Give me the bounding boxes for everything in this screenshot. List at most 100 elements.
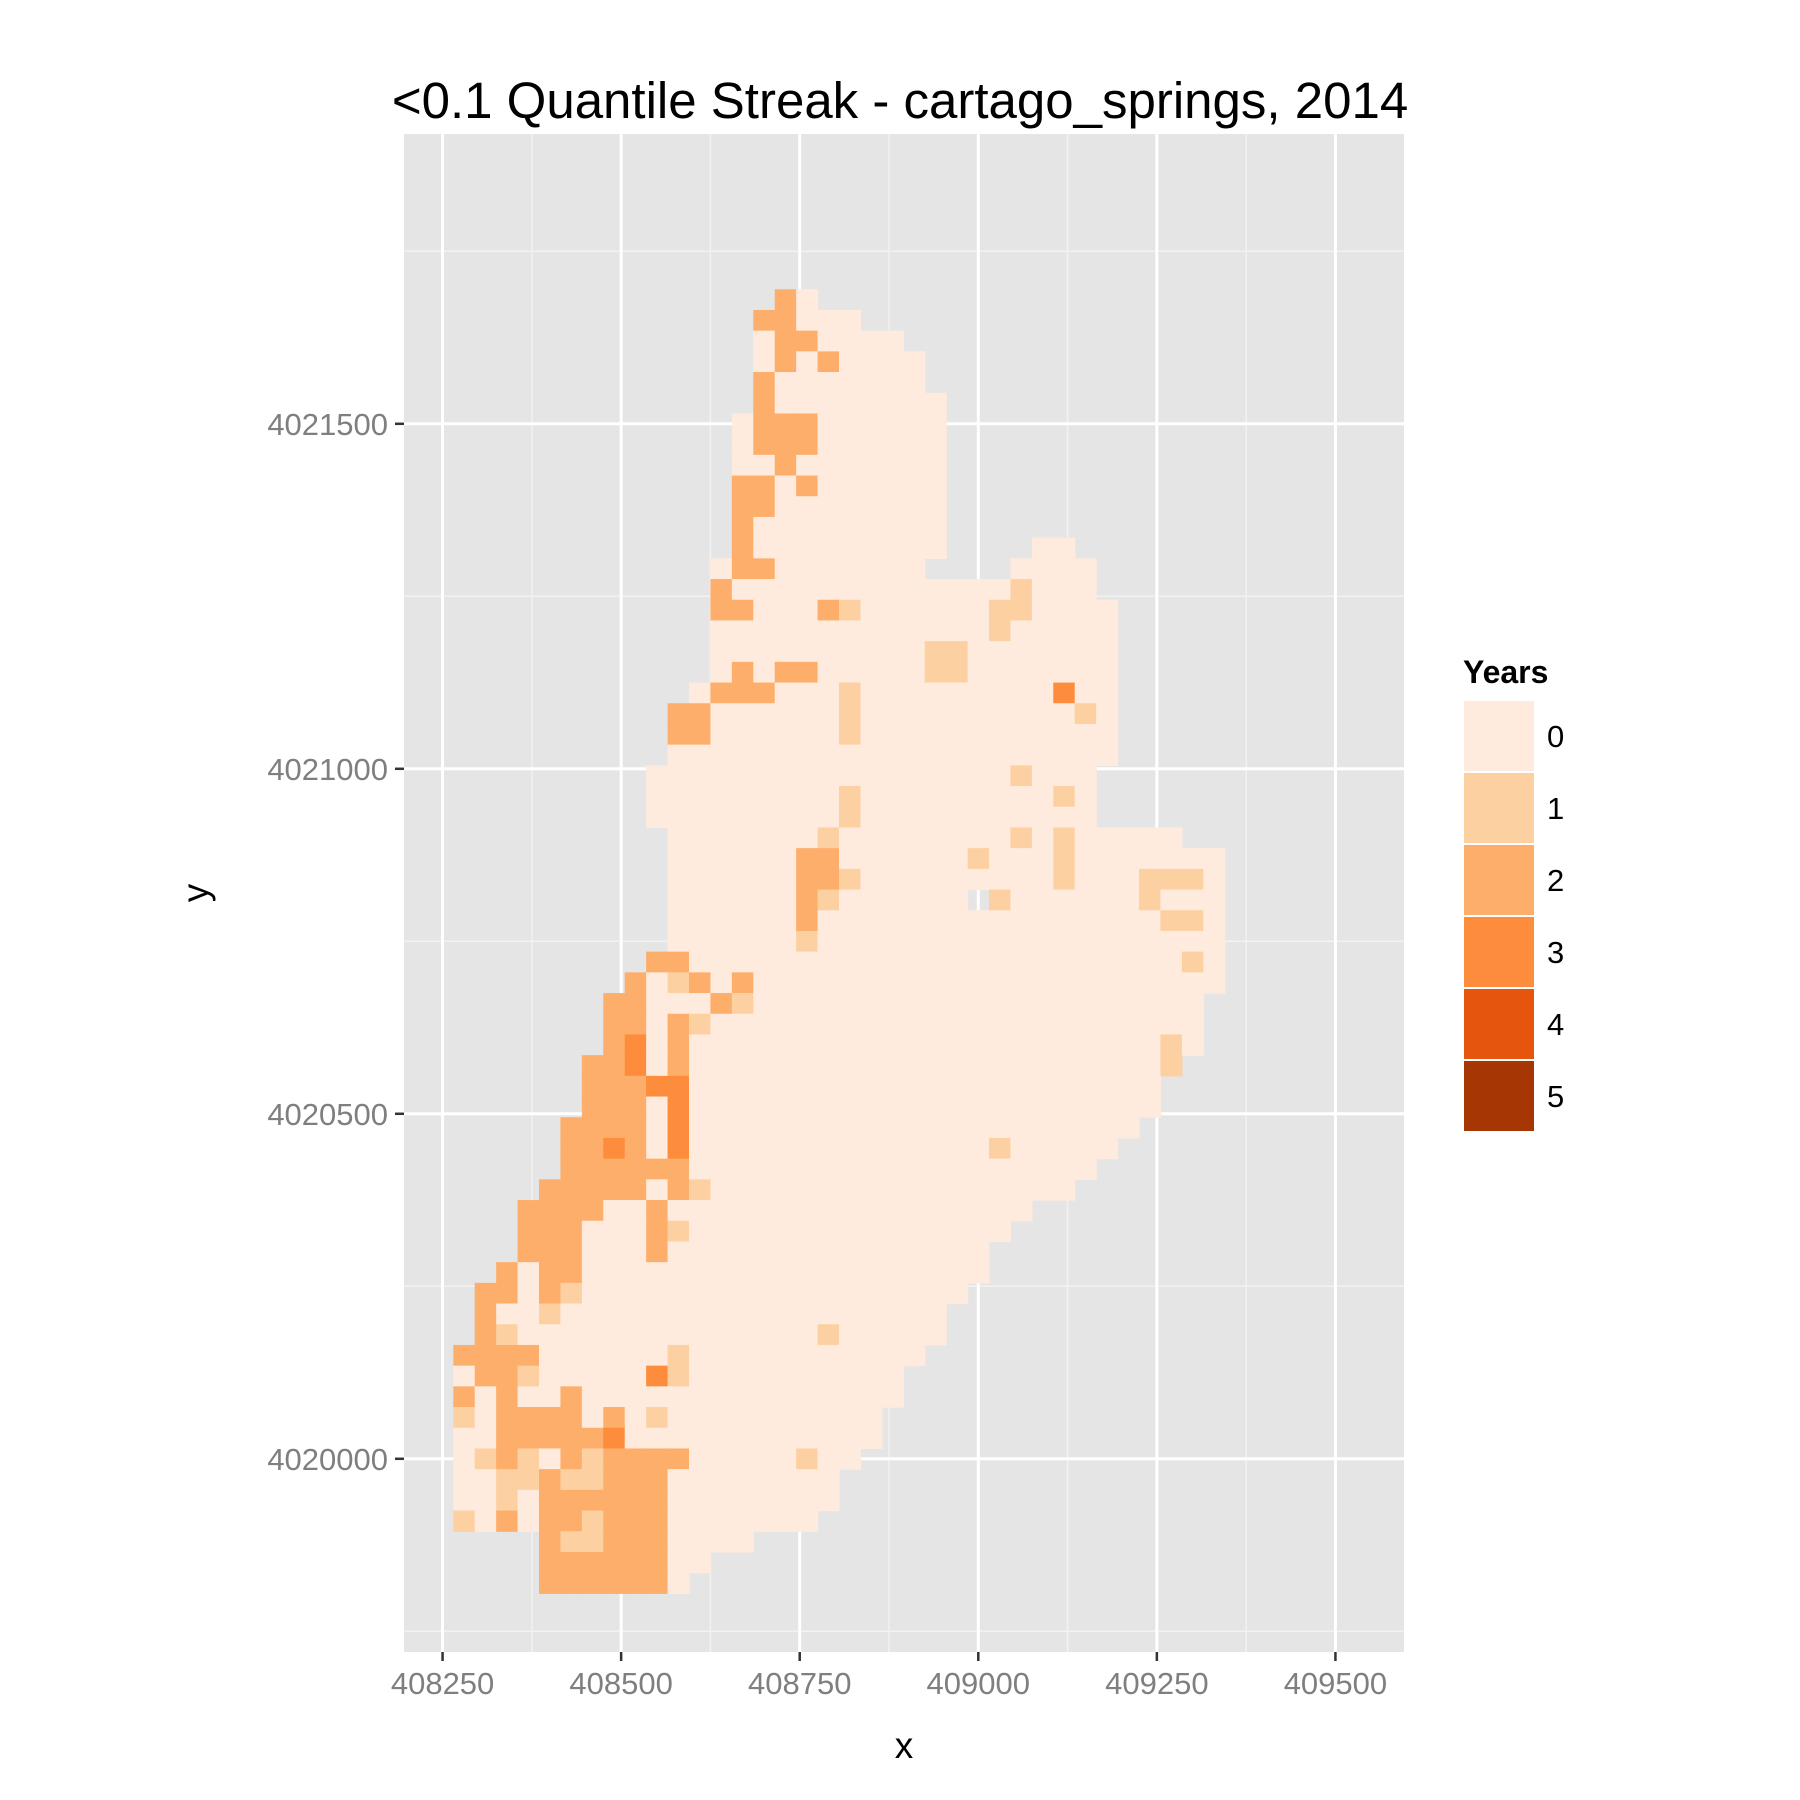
raster-cell: [646, 1200, 669, 1222]
raster-cell: [1074, 910, 1097, 932]
raster-cell: [560, 1117, 583, 1139]
y-tick-label: 4021000: [267, 752, 388, 787]
raster-cell: [1096, 1137, 1119, 1160]
raster-cell: [603, 1158, 626, 1180]
raster-cell: [774, 413, 797, 435]
raster-cell: [1203, 972, 1226, 994]
raster-cell: [1053, 641, 1076, 663]
raster-cell: [839, 620, 862, 642]
raster-cell: [689, 682, 712, 704]
raster-cell: [946, 930, 969, 953]
raster-cell: [603, 1034, 626, 1056]
raster-cell: [1010, 1179, 1033, 1201]
raster-cell: [1117, 1075, 1140, 1098]
raster-cell: [624, 1427, 647, 1450]
raster-cell: [796, 910, 819, 932]
raster-cell: [517, 1407, 540, 1429]
raster-cell: [881, 806, 904, 829]
raster-cell: [967, 930, 990, 953]
raster-cell: [1074, 723, 1097, 746]
raster-cell: [624, 1510, 647, 1532]
raster-cell: [560, 1344, 583, 1367]
raster-cell: [731, 1262, 754, 1284]
x-tick-label: 409500: [1284, 1666, 1387, 1701]
raster-cell: [860, 475, 883, 497]
raster-cell: [1074, 661, 1097, 684]
raster-cell: [731, 1200, 754, 1222]
raster-cell: [796, 868, 819, 891]
raster-cell: [1031, 703, 1054, 725]
raster-cell: [1053, 1137, 1076, 1160]
raster-cell: [667, 1179, 690, 1201]
raster-cell: [774, 309, 797, 332]
raster-cell: [496, 1282, 519, 1305]
raster-cell: [1053, 579, 1076, 601]
raster-cell: [796, 558, 819, 580]
raster-cell: [1096, 827, 1119, 849]
raster-cell: [796, 330, 819, 352]
raster-cell: [624, 1572, 647, 1594]
raster-cell: [946, 1179, 969, 1201]
raster-cell: [839, 496, 862, 518]
raster-cell: [989, 868, 1012, 891]
raster-cell: [667, 765, 690, 787]
raster-cell: [689, 1262, 712, 1284]
raster-cell: [1031, 537, 1054, 559]
raster-cell: [817, 848, 840, 870]
raster-cell: [903, 620, 926, 642]
raster-cell: [860, 330, 883, 352]
raster-cell: [967, 1117, 990, 1139]
raster-cell: [774, 516, 797, 539]
raster-cell: [839, 641, 862, 663]
raster-cell: [710, 723, 733, 746]
raster-cell: [1117, 993, 1140, 1015]
raster-cell: [881, 1365, 904, 1387]
raster-cell: [667, 993, 690, 1015]
raster-cell: [667, 827, 690, 849]
raster-cell: [881, 682, 904, 704]
raster-cell: [603, 1344, 626, 1367]
raster-cell: [560, 1158, 583, 1180]
raster-cell: [1160, 1013, 1183, 1036]
raster-cell: [1139, 972, 1162, 994]
raster-cell: [624, 1034, 647, 1056]
raster-cell: [946, 1282, 969, 1305]
raster-cell: [689, 703, 712, 725]
raster-cell: [581, 1344, 604, 1367]
raster-cell: [731, 1220, 754, 1243]
raster-cell: [860, 516, 883, 539]
raster-cell: [817, 1427, 840, 1450]
raster-cell: [753, 1386, 776, 1408]
raster-cell: [689, 848, 712, 870]
legend-label-1: 1: [1547, 791, 1564, 826]
raster-cell: [903, 1034, 926, 1056]
raster-cell: [496, 1489, 519, 1512]
raster-cell: [667, 1489, 690, 1512]
raster-cell: [796, 475, 819, 497]
raster-cell: [710, 1407, 733, 1429]
raster-cell: [667, 1407, 690, 1429]
raster-cell: [539, 1220, 562, 1243]
raster-cell: [817, 434, 840, 456]
raster-cell: [839, 1407, 862, 1429]
raster-cell: [603, 1510, 626, 1532]
raster-cell: [839, 1013, 862, 1036]
raster-cell: [1010, 889, 1033, 911]
raster-cell: [796, 1510, 819, 1532]
raster-cell: [1181, 930, 1204, 953]
raster-cell: [517, 1241, 540, 1263]
raster-cell: [731, 1179, 754, 1201]
raster-cell: [774, 454, 797, 477]
raster-cell: [624, 1075, 647, 1098]
raster-cell: [689, 1158, 712, 1180]
raster-cell: [903, 703, 926, 725]
raster-cell: [667, 868, 690, 891]
raster-cell: [710, 765, 733, 787]
raster-cell: [817, 1489, 840, 1512]
raster-cell: [1139, 868, 1162, 891]
raster-cell: [881, 558, 904, 580]
chart-title: <0.1 Quantile Streak - cartago_springs, …: [392, 72, 1408, 129]
raster-cell: [1181, 1013, 1204, 1036]
raster-cell: [753, 806, 776, 829]
